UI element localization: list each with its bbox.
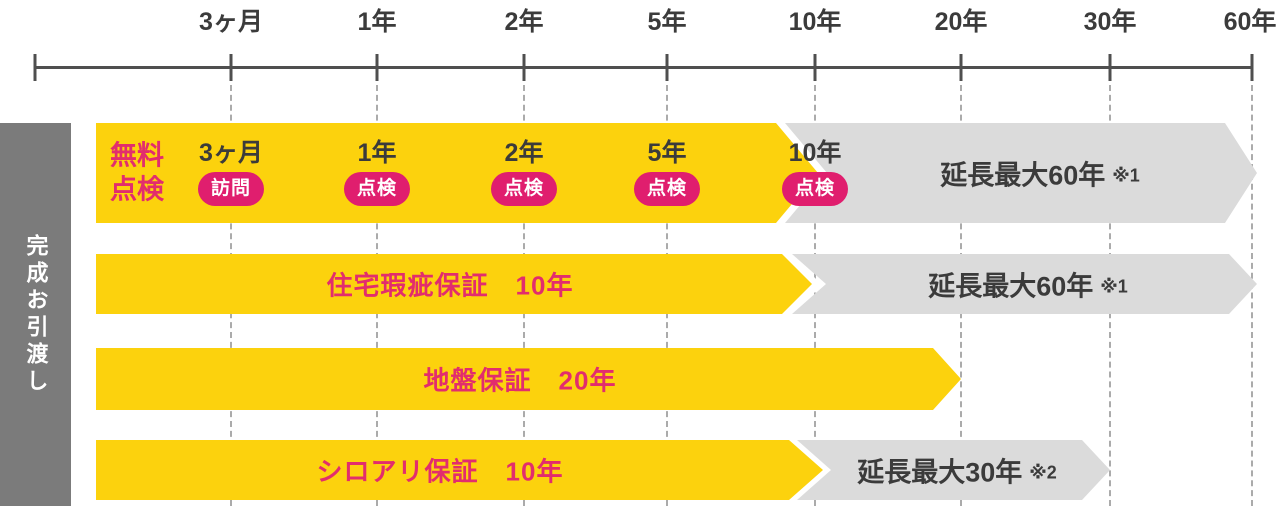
ruler-tick-3months [229,54,233,81]
termite-warranty-extension-note: ※2 [1029,462,1057,483]
ruler-tick-30years [1108,54,1112,81]
axis-label-1year: 1年 [357,8,397,36]
handover-sidebar: 完成お引渡し [0,123,71,506]
milestone-3months-badge: 訪問 [197,172,265,206]
termite-warranty-coverage-arrow [96,440,823,500]
defect-warranty-extension-arrow [792,254,1257,314]
termite-warranty-label: シロアリ保証 10年 [316,456,564,487]
free-inspection-extension-label: 延長最大60年 ※1 [940,154,1140,193]
free-inspection-row-label-line1: 無料 [110,140,164,171]
milestone-2years: 2年 点検 [490,139,558,206]
axis-label-10years: 10年 [788,8,842,36]
milestone-10years: 10年 点検 [781,139,849,206]
milestone-1year-badge: 点検 [343,172,411,206]
row-free-inspection: 無料 点検 3ヶ月 訪問 1年 点検 2年 点検 5年 点検 10年 点検 延長… [0,123,1280,223]
milestone-1year: 1年 点検 [343,139,411,206]
free-inspection-extension-text: 延長最大60年 [940,160,1106,191]
handover-sidebar-label: 完成お引渡し [23,233,49,396]
gridline-60years [1251,85,1253,506]
milestone-2years-badge: 点検 [490,172,558,206]
axis-label-30years: 30年 [1083,8,1137,36]
defect-warranty-extension-label: 延長最大60年 ※1 [928,265,1128,304]
defect-warranty-label: 住宅瑕疵保証 10年 [326,270,574,301]
defect-warranty-extension-note: ※1 [1100,276,1128,297]
ruler-tick-60years [1250,54,1254,81]
ruler-tick-20years [959,54,963,81]
ruler-tick-start [33,54,37,81]
axis-label-3months: 3ヶ月 [199,8,263,36]
axis-label-20years: 20年 [934,8,988,36]
termite-warranty-extension-label: 延長最大30年 ※2 [857,451,1057,490]
milestone-5years-time: 5年 [647,139,687,167]
axis-label-60years: 60年 [1223,8,1277,36]
termite-warranty-extension-text: 延長最大30年 [857,457,1023,488]
ruler-tick-2years [522,54,526,81]
ruler-tick-10years [813,54,817,81]
milestone-3months-time: 3ヶ月 [199,139,263,167]
timeline-ruler [35,66,1253,69]
ground-warranty-label: 地盤保証 20年 [423,365,617,396]
row-defect-warranty: 住宅瑕疵保証 10年 延長最大60年 ※1 [0,254,1280,314]
milestone-1year-time: 1年 [357,139,397,167]
milestone-10years-time: 10年 [788,139,842,167]
row-ground-warranty: 地盤保証 20年 [0,348,1280,410]
ruler-tick-1year [375,54,379,81]
free-inspection-extension-note: ※1 [1112,165,1140,186]
row-termite-warranty: シロアリ保証 10年 延長最大30年 ※2 [0,440,1280,500]
axis-label-5years: 5年 [647,8,687,36]
free-inspection-row-label-line2: 点検 [110,174,164,204]
axis-label-2years: 2年 [504,8,544,36]
defect-warranty-extension-text: 延長最大60年 [928,271,1094,302]
defect-warranty-coverage-arrow [96,254,812,314]
termite-warranty-extension-arrow [792,440,1110,500]
free-inspection-extension-arrow [778,123,1257,223]
free-inspection-row-label: 無料 点検 [110,139,164,207]
ruler-tick-5years [665,54,669,81]
milestone-5years-badge: 点検 [633,172,701,206]
milestone-5years: 5年 点検 [633,139,701,206]
milestone-3months: 3ヶ月 訪問 [197,139,265,206]
milestone-2years-time: 2年 [504,139,544,167]
ground-warranty-coverage-arrow [96,348,961,410]
milestone-10years-badge: 点検 [781,172,849,206]
